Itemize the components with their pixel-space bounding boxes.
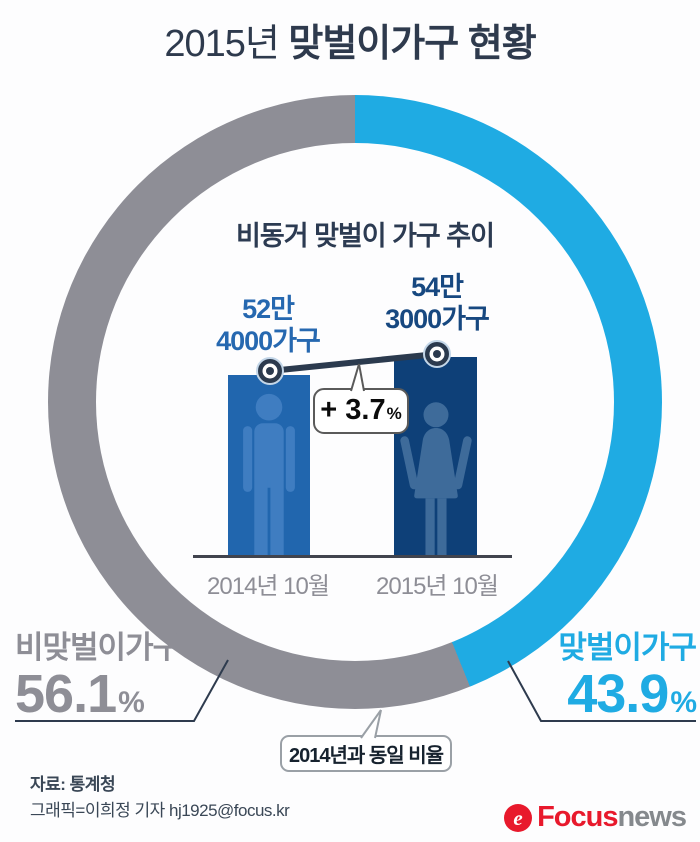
- logo-word-news: news: [617, 801, 687, 833]
- segment-value-dual-income: 43.9: [567, 664, 669, 724]
- page-title: 2015년 맞벌이가구 현황: [0, 22, 700, 66]
- focusnews-logo-icon: e: [504, 803, 533, 832]
- bar-value-2015-line2: 3000가구: [385, 304, 490, 334]
- segment-unit-non-dual-income: %: [118, 686, 145, 719]
- inner-chart-title: 비동거 맞벌이 가구 추이: [236, 221, 495, 251]
- svg-text:e: e: [513, 806, 522, 830]
- title-bold: 맞벌이가구: [288, 23, 459, 65]
- logo-word-focus: Focus: [537, 801, 618, 833]
- change-value: + 3.7: [320, 394, 386, 426]
- bar-value-2015-line1: 54만: [411, 272, 464, 302]
- credit-text: 그래픽=이희정 기자 hj1925@focus.kr: [30, 801, 290, 820]
- bar-value-2014-line2: 4000가구: [216, 326, 321, 356]
- segment-value-non-dual-income: 56.1: [15, 664, 117, 724]
- bar-value-2015: 54만 3000가구: [347, 271, 527, 335]
- segment-unit-dual-income: %: [670, 686, 697, 719]
- bar-2015: [394, 357, 477, 557]
- source-text: 자료: 통계청: [30, 775, 116, 794]
- footer: 자료: 통계청 그래픽=이희정 기자 hj1925@focus.kr: [30, 772, 290, 824]
- note-bubble-pointer: [360, 709, 382, 739]
- change-unit: %: [386, 404, 402, 423]
- segment-name-non-dual-income: 비맞벌이가구: [15, 630, 181, 665]
- segment-name-dual-income: 맞벌이가구: [558, 630, 697, 665]
- segment-label-dual-income: 맞벌이가구 43.9 %: [400, 630, 697, 724]
- female-person-icon: [399, 402, 472, 557]
- axis-label-2014: 2014년 10월: [207, 573, 330, 600]
- title-suffix: 현황: [458, 23, 537, 65]
- title-prefix: 2015년: [164, 23, 289, 65]
- bar-chart-axis-line: [193, 555, 512, 558]
- bar-value-2014-line1: 52만: [242, 294, 295, 324]
- segment-label-non-dual-income: 비맞벌이가구 56.1 %: [15, 631, 295, 722]
- bar-value-2014: 52만 4000가구: [178, 293, 358, 357]
- male-person-icon: [243, 393, 295, 557]
- bar-2014: [228, 375, 310, 557]
- focusnews-logo: e Focus news: [503, 801, 687, 834]
- change-callout-bubble: + 3.7 %: [313, 388, 409, 434]
- axis-label-2015: 2015년 10월: [376, 573, 499, 600]
- note-callout-bubble: 2014년과 동일 비율: [280, 735, 452, 772]
